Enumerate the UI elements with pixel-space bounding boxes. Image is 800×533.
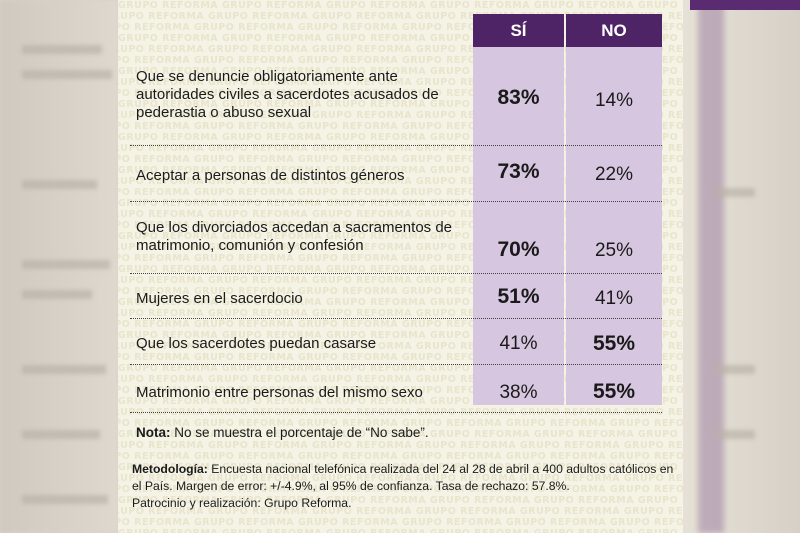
no-column-background <box>566 47 662 405</box>
no-value: 25% <box>594 240 634 261</box>
si-column-background <box>473 47 564 405</box>
si-value: 38% <box>499 382 538 403</box>
blurred-text <box>22 180 97 189</box>
blurred-text <box>22 260 110 269</box>
row-divider <box>130 412 662 413</box>
si-column-header: SÍ <box>473 14 564 47</box>
survey-card: GRUPO REFORMA GRUPO REFORMA GRUPO REFORM… <box>118 0 683 533</box>
blurred-text <box>715 430 755 439</box>
methodology: Metodología: Encuesta nacional telefónic… <box>132 461 677 512</box>
row-divider <box>130 201 662 202</box>
blurred-text <box>22 45 102 54</box>
sponsor-text: Patrocinio y realización: Grupo Reforma. <box>132 496 352 510</box>
si-value: 83% <box>497 86 540 109</box>
si-value: 41% <box>499 333 538 354</box>
row-label: Que los sacerdotes puedan casarse <box>136 335 377 352</box>
blurred-purple-column <box>698 0 724 533</box>
blurred-text <box>22 70 112 79</box>
row-divider <box>130 364 662 365</box>
no-value: 14% <box>594 90 634 111</box>
si-value: 51% <box>497 285 540 308</box>
blurred-header-strip <box>690 0 800 10</box>
blurred-background-right <box>683 0 800 533</box>
blurred-text <box>715 188 755 197</box>
si-value: 73% <box>497 160 540 183</box>
methodology-label: Metodología: <box>132 462 208 476</box>
row-label: Que los divorciados accedan a sacramento… <box>136 219 453 254</box>
watermark: GRUPO REFORMA GRUPO REFORMA GRUPO REFORM… <box>118 0 683 533</box>
blurred-text <box>22 290 92 299</box>
blurred-text <box>22 430 100 439</box>
no-value: 55% <box>592 332 636 355</box>
row-label: Matrimonio entre personas del mismo sexo <box>136 384 423 401</box>
methodology-text: Encuesta nacional telefónica realizada d… <box>132 462 674 493</box>
note-label: Nota: <box>136 425 171 440</box>
row-divider <box>130 318 662 319</box>
note: Nota: No se muestra el porcentaje de “No… <box>136 425 429 440</box>
row-divider <box>130 273 662 274</box>
no-value: 22% <box>594 164 634 185</box>
row-label: Aceptar a personas de distintos géneros <box>136 167 405 184</box>
note-text: No se muestra el porcentaje de “No sabe”… <box>170 425 429 440</box>
blurred-text <box>22 495 108 504</box>
no-column-header: NO <box>566 14 662 47</box>
row-divider <box>130 145 662 146</box>
blurred-text <box>715 365 755 374</box>
row-label: Que se denuncie obligatoriamente ante au… <box>136 68 439 121</box>
blurred-text <box>22 365 106 374</box>
row-label: Mujeres en el sacerdocio <box>136 290 303 307</box>
no-value: 55% <box>592 380 636 403</box>
si-value: 70% <box>497 238 540 261</box>
no-value: 41% <box>594 288 634 309</box>
